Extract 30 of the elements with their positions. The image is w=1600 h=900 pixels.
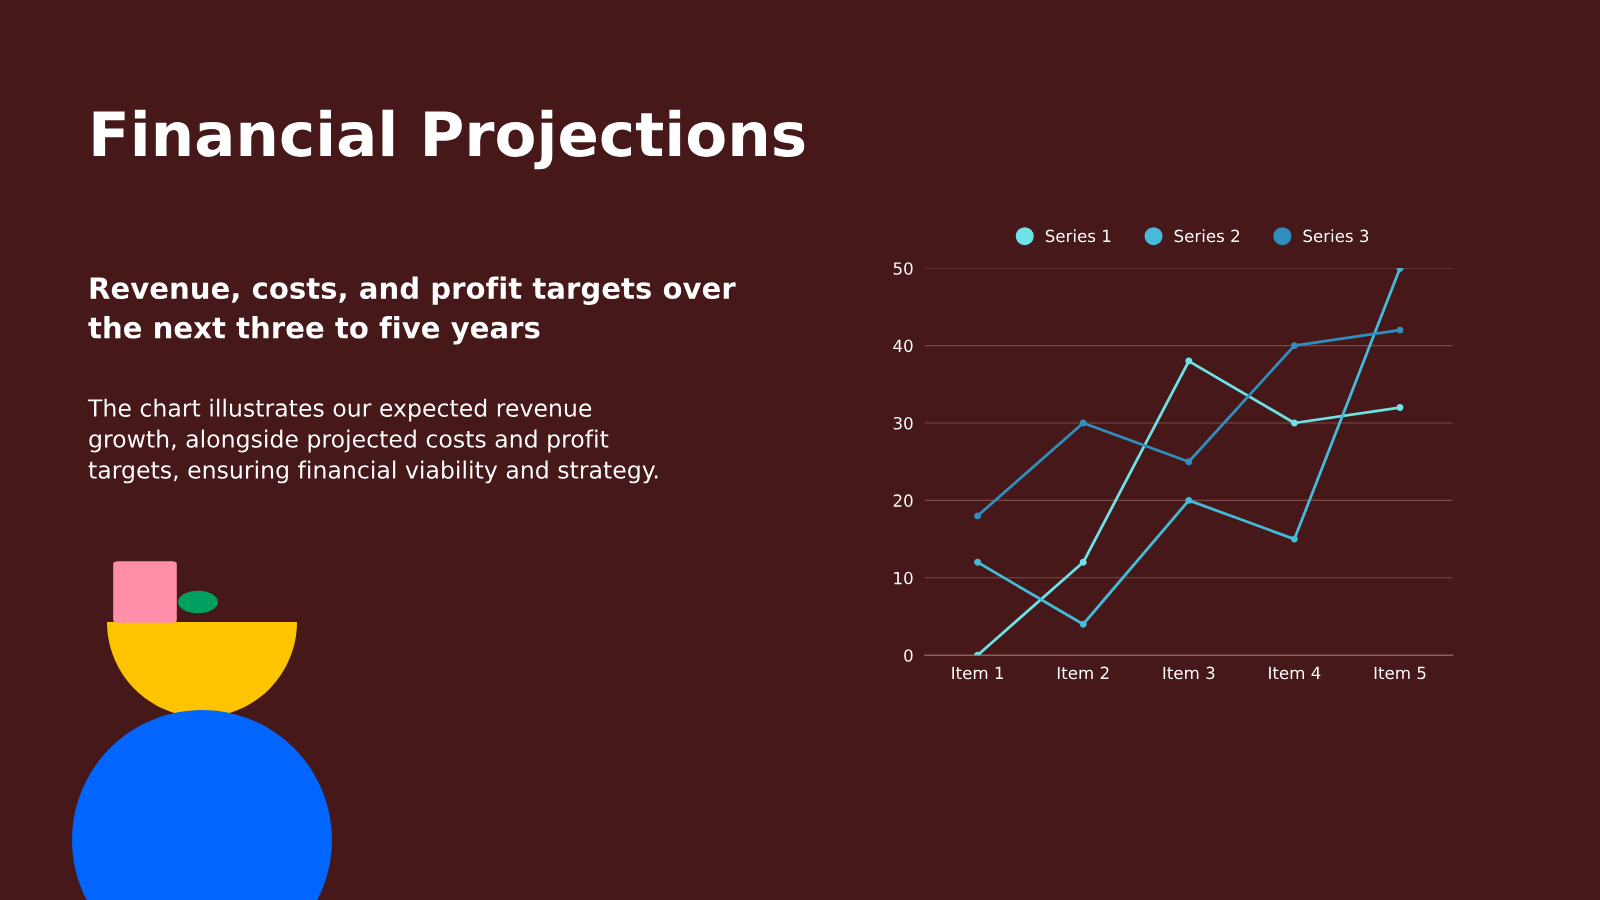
x-tick-label: Item 2 (1057, 666, 1109, 680)
legend-label: Series 1 (1045, 229, 1111, 243)
y-tick-label: 0 (904, 649, 913, 662)
point (1079, 419, 1087, 427)
point (1290, 535, 1298, 543)
point (974, 512, 982, 520)
y-tick-label: 10 (894, 571, 913, 585)
point (1079, 620, 1087, 628)
text: Revenue, costs, and profit targets over the next three to five years (88, 276, 736, 345)
y-tick-label: 50 (893, 262, 913, 275)
x-tick-label: Item 1 (952, 666, 1003, 680)
point (1290, 342, 1298, 350)
legend-label: Series 3 (1303, 229, 1369, 243)
point (1079, 558, 1087, 566)
point (1396, 404, 1404, 411)
y-tick-label: 30 (893, 416, 913, 430)
point (1185, 496, 1193, 504)
y-tick-label: 20 (893, 494, 913, 507)
point (974, 558, 982, 566)
point (1290, 419, 1298, 427)
x-tick-label: Item 4 (1269, 666, 1321, 680)
x-tick-label: Item 3 (1163, 666, 1215, 680)
chart-title: Financial Projections (93, 109, 805, 170)
point (1185, 458, 1193, 466)
y-tick-label: 40 (893, 339, 913, 353)
legend-label: Series 2 (1174, 229, 1240, 243)
point (1185, 357, 1193, 365)
x-tick-label: Item 5 (1374, 666, 1426, 680)
text: The chart illustrates our expected revenue growth, alongside projected costs and profit targets, ensuring financial viability and strategy. (87, 398, 658, 484)
point (1396, 326, 1404, 334)
